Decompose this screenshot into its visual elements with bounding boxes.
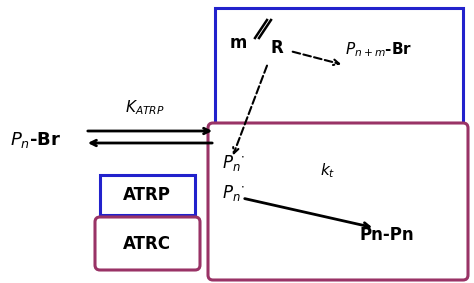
Text: $P_n$-Br: $P_n$-Br — [10, 130, 61, 150]
Text: $P_n$$^{\cdot}$: $P_n$$^{\cdot}$ — [222, 153, 245, 173]
FancyBboxPatch shape — [95, 217, 200, 270]
Text: $K_{ATRP}$: $K_{ATRP}$ — [125, 99, 165, 117]
Text: ATRP: ATRP — [123, 186, 171, 204]
Text: R: R — [271, 39, 284, 57]
Text: $P_{n+m}$-Br: $P_{n+m}$-Br — [345, 41, 412, 59]
FancyBboxPatch shape — [100, 175, 195, 215]
FancyBboxPatch shape — [215, 8, 463, 176]
Text: $P_n$$^{\cdot}$: $P_n$$^{\cdot}$ — [222, 183, 245, 203]
Text: ATRC: ATRC — [123, 235, 171, 253]
FancyBboxPatch shape — [208, 123, 468, 280]
Text: m: m — [230, 34, 247, 52]
Text: Pn-Pn: Pn-Pn — [360, 226, 415, 244]
Text: $k_t$: $k_t$ — [320, 162, 335, 180]
